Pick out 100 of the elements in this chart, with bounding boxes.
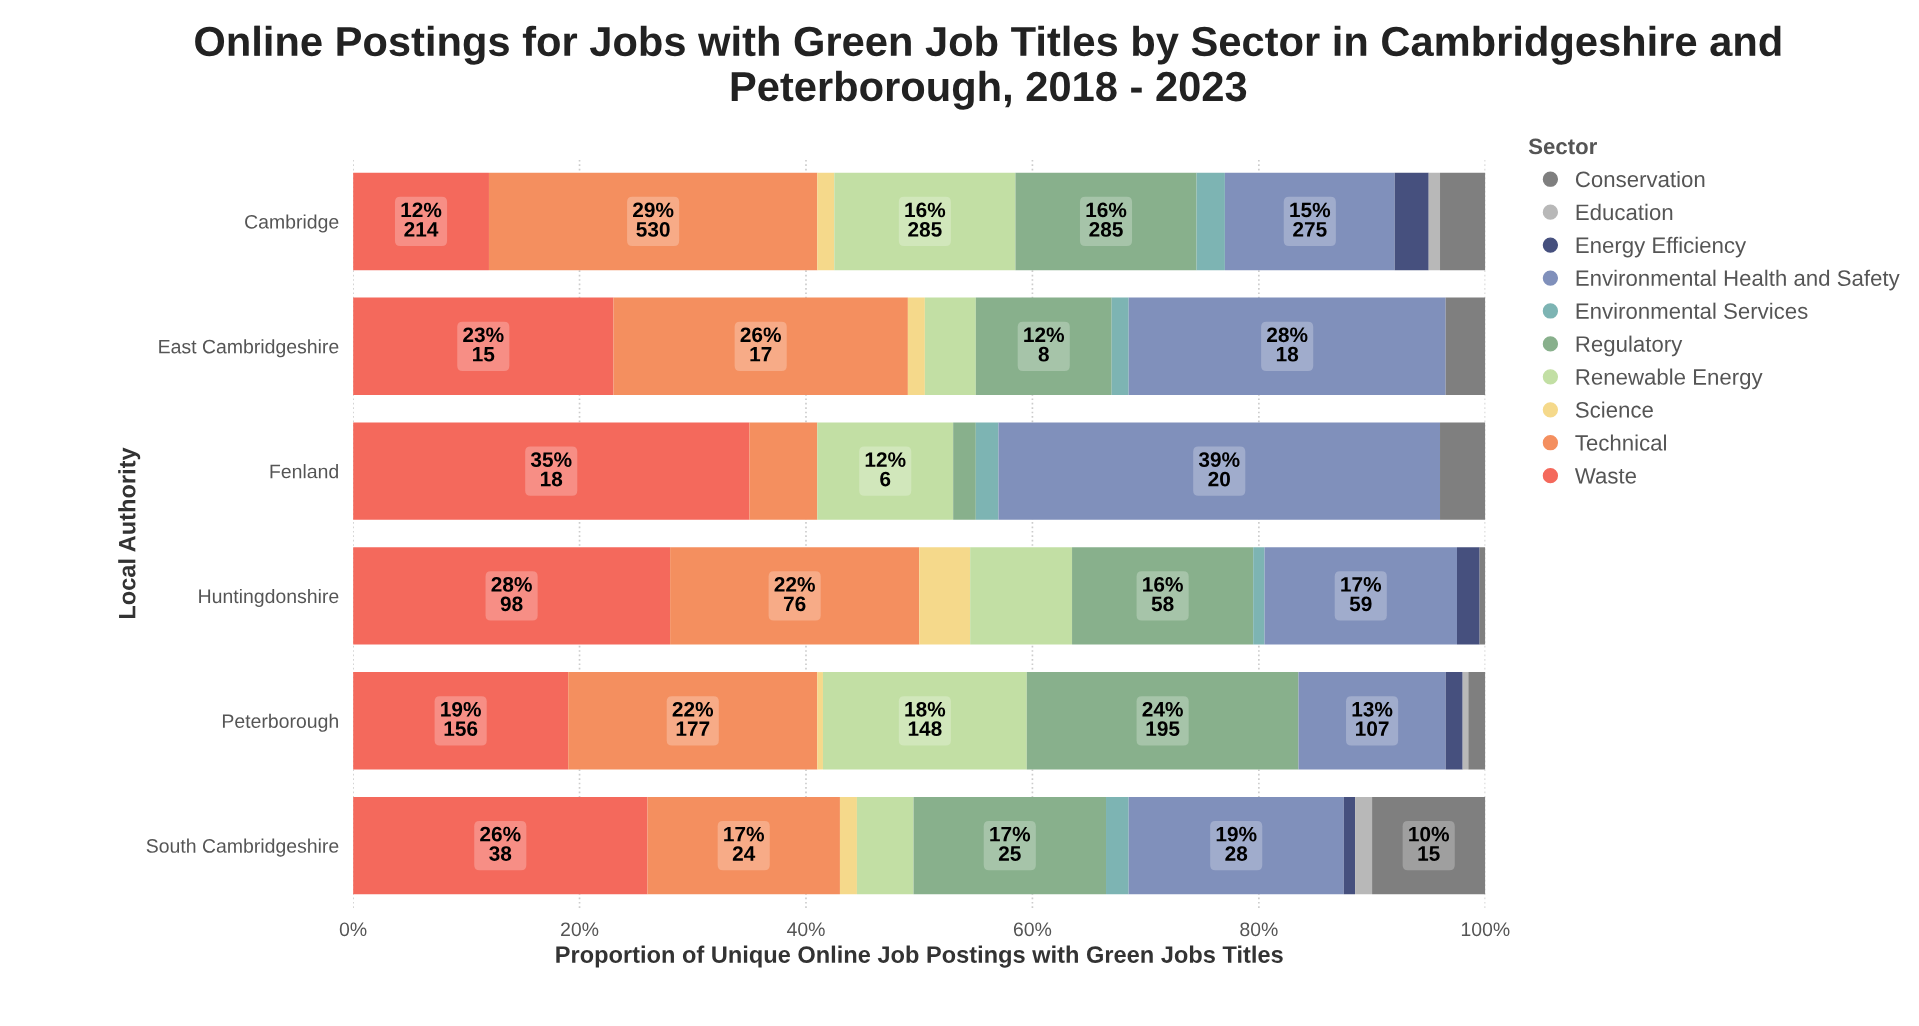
data-label: 28% 18 (1267, 327, 1308, 362)
data-label: 26% 17 (740, 327, 781, 362)
data-label: 16% 285 (1086, 202, 1127, 237)
data-label: 10% 15 (1409, 826, 1449, 861)
x-tick-label: 100% (1461, 922, 1510, 937)
bar (913, 796, 1107, 895)
bar (1343, 796, 1356, 895)
bar (1106, 796, 1129, 895)
y-tick-label: Fenland (270, 464, 338, 479)
bar (1372, 796, 1486, 895)
bar (353, 796, 648, 895)
bar (1394, 172, 1429, 271)
y-tick-label: Cambridge (245, 214, 339, 233)
bar (1111, 297, 1129, 395)
x-tick-label: 0% (339, 922, 367, 937)
data-label: 24% 195 (1142, 701, 1183, 737)
x-tick-label: 20% (561, 922, 599, 937)
bar (822, 672, 1027, 770)
bar (1440, 422, 1486, 520)
bar (613, 297, 908, 395)
bar (1253, 547, 1265, 645)
bar (998, 422, 1441, 520)
data-label: 19% 156 (441, 701, 481, 737)
legend-label: Technical (1575, 434, 1666, 451)
bar (353, 672, 569, 770)
legend-label: Environmental Health and Safety (1576, 269, 1900, 291)
legend-label: Waste (1574, 468, 1636, 484)
data-label: 17% 59 (1341, 577, 1382, 612)
bar (975, 422, 999, 520)
data-label: 15% 275 (1290, 202, 1331, 237)
data-label: 19% 28 (1216, 826, 1257, 861)
bar (856, 796, 914, 895)
y-tick-label: Huntingdonshire (199, 588, 339, 608)
bar (907, 297, 925, 395)
bar (1298, 672, 1446, 770)
bar (1128, 796, 1344, 895)
legend-label: Renewable Energy (1576, 368, 1763, 390)
data-label: 17% 25 (990, 826, 1031, 861)
bar (1468, 672, 1486, 770)
bar (647, 796, 840, 895)
bar (1026, 672, 1299, 770)
bar (1440, 172, 1486, 271)
legend-label: Science (1575, 401, 1653, 418)
y-tick-label: South Cambridgeshire (146, 838, 339, 857)
data-label: 26% 38 (480, 826, 521, 861)
data-label: 12% 214 (401, 202, 442, 237)
bar (670, 547, 920, 645)
bar (1072, 547, 1254, 645)
bar (1224, 172, 1395, 271)
bar (817, 422, 954, 520)
x-axis-title: Proportion of Unique Online Job Postings with Green Jobs Titles (556, 945, 1283, 968)
x-tick-label: 40% (786, 922, 825, 937)
bar (817, 672, 823, 770)
bar (353, 547, 671, 645)
data-label: 35% 18 (530, 452, 572, 487)
x-tick-label: 80% (1240, 922, 1278, 937)
bar (353, 297, 614, 395)
bar (975, 297, 1112, 395)
bar (834, 172, 1016, 271)
bar (817, 172, 835, 271)
bar (839, 796, 857, 895)
data-label: 22% 177 (672, 701, 714, 736)
bar (1264, 547, 1457, 645)
bar (1445, 672, 1463, 770)
legend-label: Energy Efficiency (1576, 236, 1747, 258)
bar (1355, 796, 1373, 895)
legend-label: Education (1576, 203, 1673, 221)
data-label: 13% 107 (1352, 701, 1393, 737)
bar (749, 422, 818, 520)
legend-title: Sector (1528, 138, 1597, 155)
bar (568, 672, 818, 770)
bar (953, 422, 976, 520)
bar (919, 547, 971, 645)
y-axis-title: Local Authority (118, 447, 141, 619)
bar (1128, 297, 1446, 395)
data-label: 16% 58 (1143, 577, 1183, 612)
bar (1445, 297, 1486, 395)
data-label: 12% 8 (1024, 327, 1065, 362)
bar (970, 547, 1073, 645)
data-label: 17% 24 (724, 826, 765, 861)
data-label: 16% 285 (905, 202, 946, 237)
y-tick-label: East Cambridgeshire (159, 339, 339, 358)
y-tick-label: Peterborough (222, 713, 338, 732)
bar (924, 297, 976, 395)
bar (353, 172, 489, 271)
data-label: 23% 15 (463, 327, 504, 362)
chart-title: Online Postings for Jobs with Green Job Titles by Sector in Cambridgeshire and Peterborough, 2018 - 2023 (195, 25, 1781, 110)
bar (1457, 547, 1480, 645)
bar (1015, 172, 1197, 271)
data-label: 39% 20 (1198, 452, 1240, 487)
bar (1196, 172, 1225, 271)
data-label: 18% 148 (905, 701, 946, 737)
data-label: 28% 98 (491, 577, 532, 612)
legend-label: Regulatory (1576, 335, 1683, 357)
bar (1428, 172, 1441, 271)
data-label: 22% 76 (774, 577, 815, 612)
bar (353, 422, 750, 520)
data-label: 29% 530 (633, 202, 674, 237)
bar (488, 172, 818, 271)
legend-label: Conservation (1575, 170, 1705, 188)
